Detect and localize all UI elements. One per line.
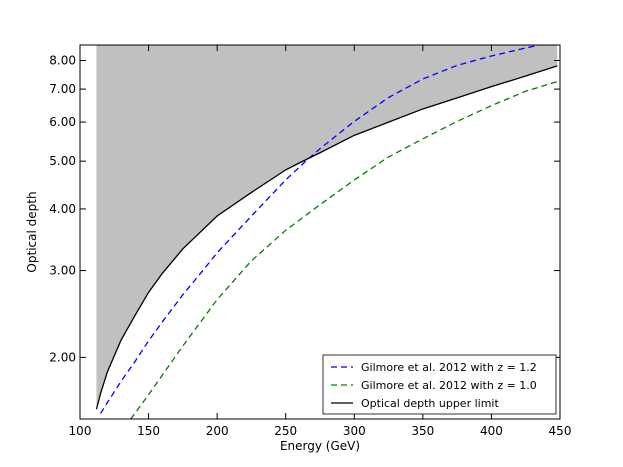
x-tick-label-0: 100 bbox=[69, 424, 92, 438]
y-tick-label-2: 4.00 bbox=[49, 202, 76, 216]
series-line-0 bbox=[100, 45, 540, 414]
y-tick-label-5: 7.00 bbox=[49, 82, 76, 96]
x-tick-label-6: 400 bbox=[480, 424, 503, 438]
y-tick-label-4: 6.00 bbox=[49, 115, 76, 129]
x-tick-label-5: 350 bbox=[411, 424, 434, 438]
series-group bbox=[95, 45, 560, 419]
x-tick-label-2: 200 bbox=[206, 424, 229, 438]
x-tick-label-3: 250 bbox=[274, 424, 297, 438]
shaded-region-group bbox=[96, 45, 558, 410]
y-tick-label-3: 5.00 bbox=[49, 154, 76, 168]
series-line-2 bbox=[95, 65, 558, 410]
legend-label-2: Optical depth upper limit bbox=[361, 397, 499, 410]
x-axis-label: Energy (GeV) bbox=[280, 439, 360, 453]
legend-label-0: Gilmore et al. 2012 with z = 1.2 bbox=[361, 361, 537, 374]
legend: Gilmore et al. 2012 with z = 1.2 Gilmore … bbox=[322, 354, 557, 415]
y-axis-label: Optical depth bbox=[25, 191, 39, 272]
series-line-1 bbox=[130, 80, 560, 419]
legend-label-1: Gilmore et al. 2012 with z = 1.0 bbox=[361, 379, 537, 392]
y-tick-label-6: 8.00 bbox=[49, 53, 76, 67]
y-tick-label-0: 2.00 bbox=[49, 350, 76, 364]
y-tick-label-1: 3.00 bbox=[49, 264, 76, 278]
x-tick-label-1: 150 bbox=[137, 424, 160, 438]
x-tick-label-7: 450 bbox=[549, 424, 572, 438]
x-tick-label-4: 300 bbox=[343, 424, 366, 438]
legend-box bbox=[322, 354, 557, 415]
plot-frame bbox=[79, 44, 561, 420]
shaded-region bbox=[96, 45, 558, 410]
